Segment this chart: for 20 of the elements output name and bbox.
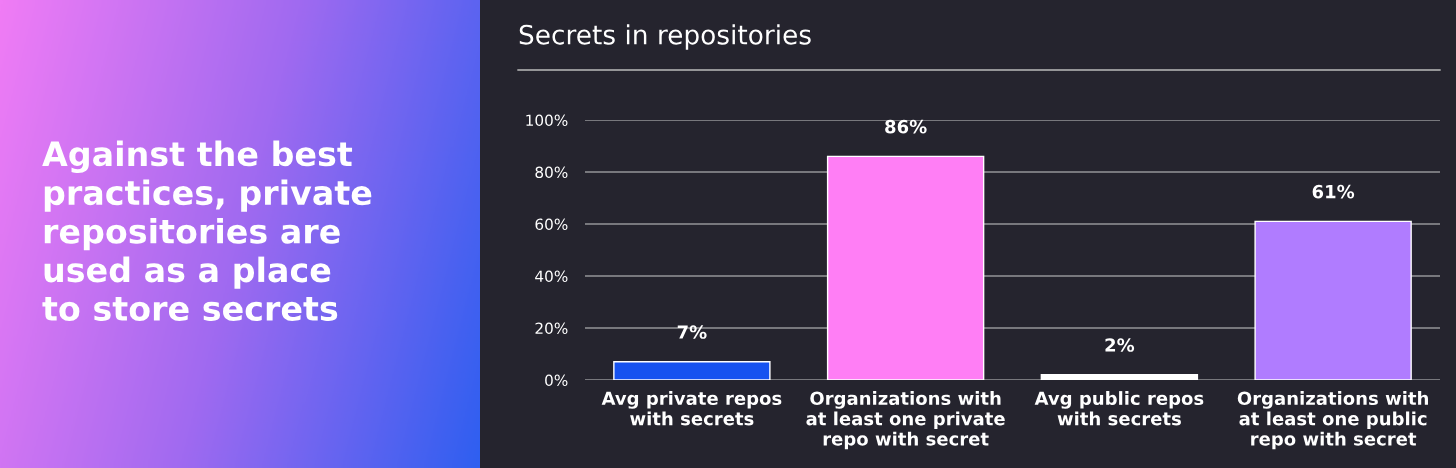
x-tick-label: Organizations with at least one public repo with secret [1237, 391, 1428, 450]
data-label: 61% [1312, 184, 1355, 199]
x-tick-label: Organizations with at least one private repo with secret [806, 391, 1005, 450]
bar [1254, 220, 1412, 380]
text: Against the best practices, private repositories are used as a place to store secrets [42, 140, 372, 321]
y-tick-label: 60% [535, 218, 568, 231]
data-label: 2% [1105, 338, 1135, 352]
y-tick-label: 20% [535, 322, 568, 335]
bar [826, 155, 985, 380]
bar [1040, 374, 1199, 380]
bar [613, 361, 771, 380]
x-tick-label: Avg private repos with secrets [601, 391, 782, 426]
y-tick-label: 40% [535, 270, 568, 283]
y-tick-label: 80% [535, 166, 568, 179]
data-label: 7% [677, 325, 707, 339]
chart-title: Secrets in repositories [519, 24, 811, 50]
y-tick-label: 100% [526, 114, 568, 127]
data-label: 86% [885, 119, 927, 134]
x-tick-label: Avg public repos with secrets [1034, 391, 1204, 426]
y-tick-label: 0% [545, 374, 568, 387]
